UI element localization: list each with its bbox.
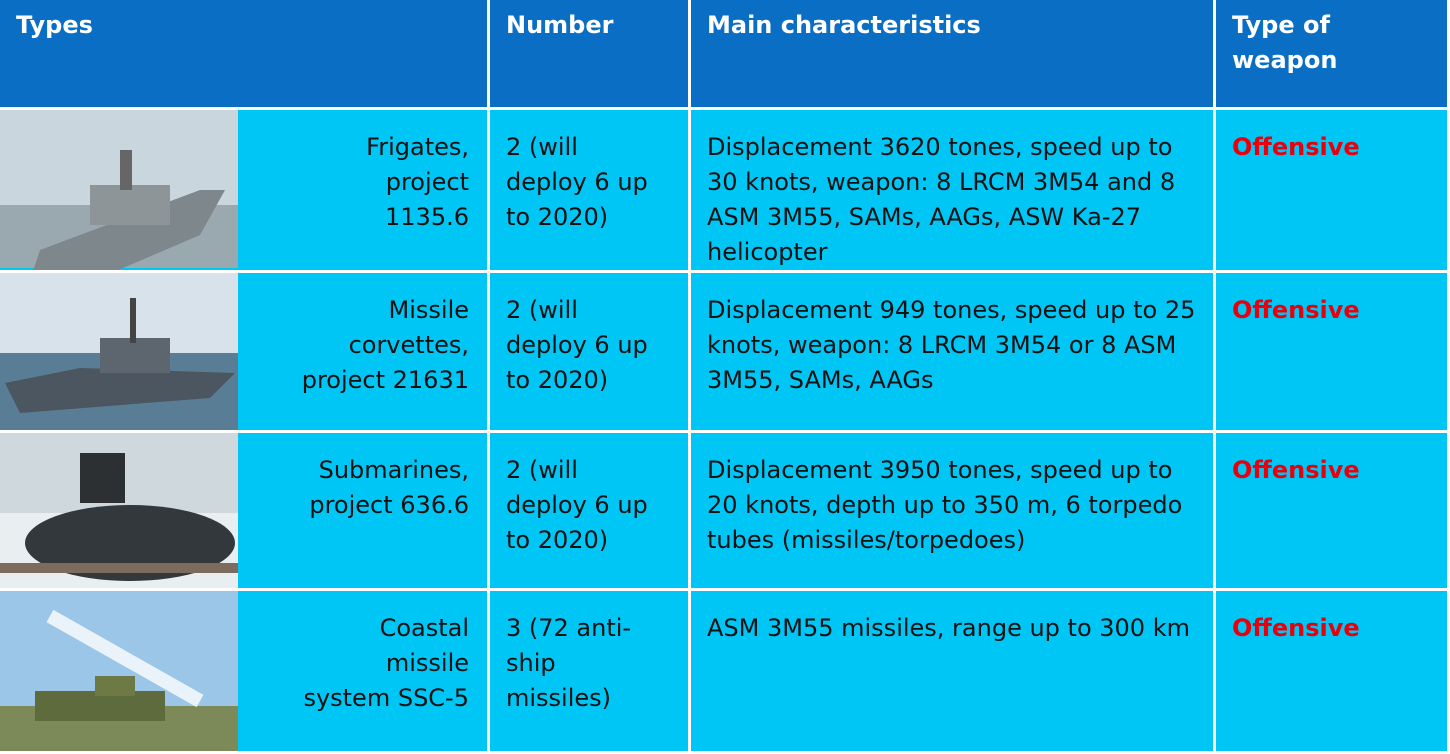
photo [0, 591, 238, 751]
header-cell: Main characteristics [691, 0, 1213, 107]
number: 2 (will deploy 6 up to 2020) [490, 433, 688, 588]
type-label: Coastal missile system SSC-5 [303, 614, 469, 712]
number: 3 (72 anti-ship missiles) [490, 591, 688, 751]
weapon-type: Offensive [1216, 273, 1447, 430]
characteristics: Displacement 949 tones, speed up to 25 k… [691, 273, 1213, 430]
type-label: Frigates, project 1135.6 [366, 133, 469, 231]
weapon-type: Offensive [1216, 591, 1447, 751]
characteristics: ASM 3M55 missiles, range up to 300 km [691, 591, 1213, 751]
header-cell: Types [0, 0, 487, 107]
photo [0, 110, 238, 270]
type-name: Coastal missile system SSC-5 [0, 591, 487, 751]
characteristics: Displacement 3620 tones, speed up to 30 … [691, 110, 1213, 270]
type-name: Frigates, project 1135.6 [0, 110, 487, 270]
header-cell: Type of weapon [1216, 0, 1447, 107]
weapon-type: Offensive [1216, 110, 1447, 270]
type-label: Missile corvettes, project 21631 [301, 296, 469, 394]
header-cell: Number [490, 0, 688, 107]
type-name: Missile corvettes, project 21631 [0, 273, 487, 430]
type-label: Submarines, project 636.6 [309, 456, 469, 519]
photo [0, 273, 238, 430]
characteristics: Displacement 3950 tones, speed up to 20 … [691, 433, 1213, 588]
weapon-type: Offensive [1216, 433, 1447, 588]
photo [0, 433, 238, 588]
number: 2 (will deploy 6 up to 2020) [490, 110, 688, 270]
type-name: Submarines, project 636.6 [0, 433, 487, 588]
number: 2 (will deploy 6 up to 2020) [490, 273, 688, 430]
